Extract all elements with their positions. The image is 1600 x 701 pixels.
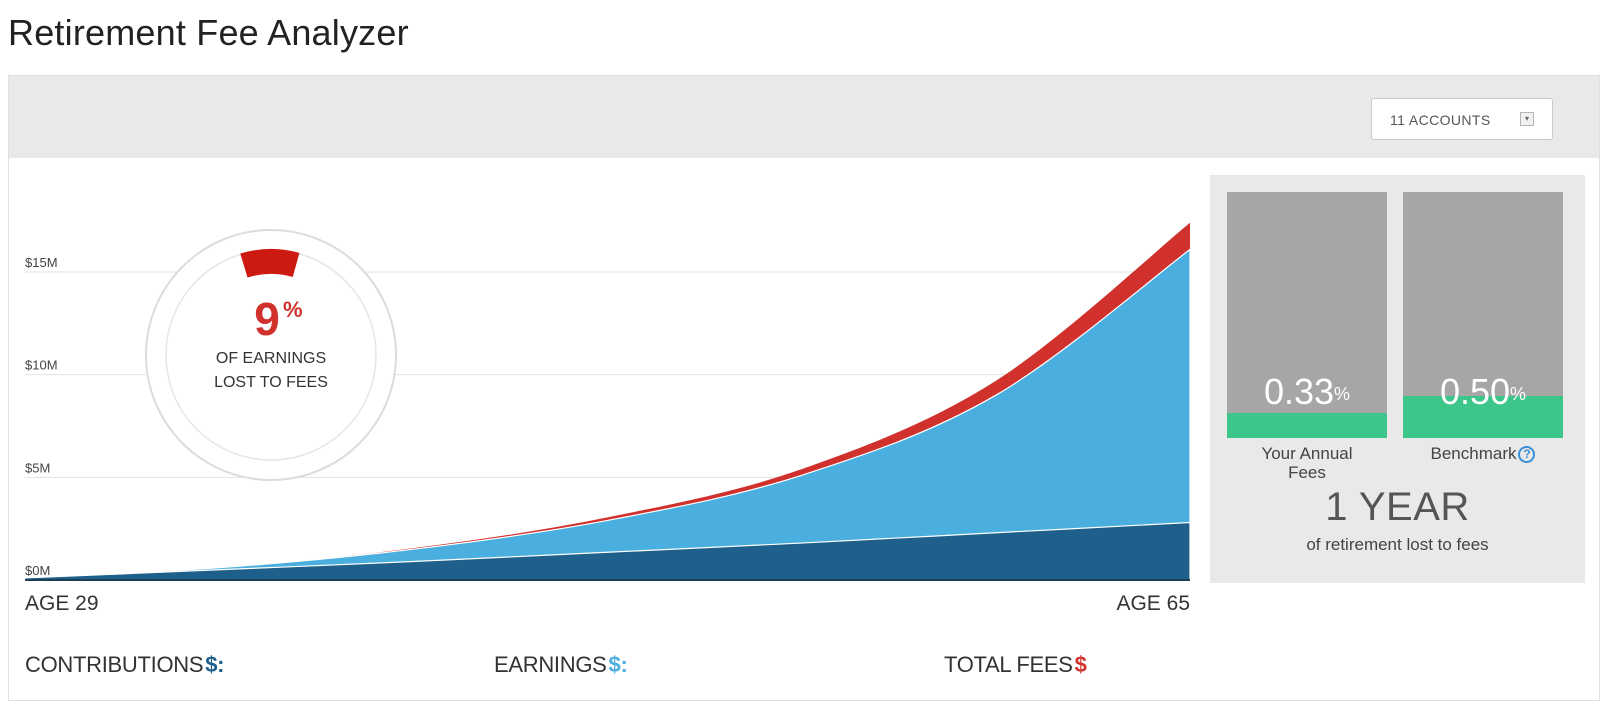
contributions-area xyxy=(24,521,1191,581)
legend-earnings-label: EARNINGS xyxy=(494,652,607,677)
donut-percent-sign: % xyxy=(283,297,303,322)
x-end-label: AGE 65 xyxy=(1116,592,1190,615)
legend-total-fees-sign: $ xyxy=(1074,652,1087,677)
years-lost-caption: of retirement lost to fees xyxy=(1306,535,1489,554)
benchmark-fees-bar: 0.50% xyxy=(1403,192,1563,438)
legend-total-fees: TOTAL FEES$ xyxy=(944,652,1087,678)
your-fees-label-line2: Fees xyxy=(1288,463,1326,482)
fee-stats-panel: 0.33% 0.50% Your Annual Fees Benchmark? … xyxy=(1210,175,1585,583)
benchmark-fees-value: 0.50% xyxy=(1403,372,1563,412)
y-tick-label: $15M xyxy=(25,255,58,270)
donut-fee-segment xyxy=(240,249,300,278)
legend-contributions-sign: $: xyxy=(205,652,225,677)
legend-total-fees-label: TOTAL FEES xyxy=(944,652,1073,677)
your-annual-fees-value: 0.33% xyxy=(1227,372,1387,412)
your-annual-fees-fill xyxy=(1227,413,1387,438)
benchmark-label: Benchmark? xyxy=(1403,444,1563,464)
help-icon[interactable]: ? xyxy=(1518,446,1536,464)
your-annual-fees-bar: 0.33% xyxy=(1227,192,1387,438)
y-tick-label: $5M xyxy=(25,460,50,475)
y-tick-label: $10M xyxy=(25,358,58,373)
years-lost-value: 1 YEAR xyxy=(1325,485,1470,529)
accounts-dropdown-label: 11 ACCOUNTS xyxy=(1390,112,1491,128)
benchmark-fee-number: 0.50 xyxy=(1439,371,1511,412)
your-fee-percent-sign: % xyxy=(1334,384,1351,404)
donut-caption-line1: OF EARNINGS xyxy=(216,350,326,367)
legend-earnings-sign: $: xyxy=(608,652,628,677)
panel-header: 11 ACCOUNTS ▾ xyxy=(9,76,1599,158)
your-annual-fees-label: Your Annual Fees xyxy=(1227,444,1387,482)
benchmark-percent-sign: % xyxy=(1510,384,1527,404)
chevron-down-icon[interactable]: ▾ xyxy=(1520,112,1534,126)
legend-earnings: EARNINGS$: xyxy=(494,652,628,678)
donut-background xyxy=(145,229,397,481)
donut-percent: 9 xyxy=(254,293,280,345)
earnings-area xyxy=(24,248,1191,581)
accounts-dropdown[interactable]: 11 ACCOUNTS ▾ xyxy=(1371,98,1553,140)
donut-caption-line2: LOST TO FEES xyxy=(214,374,328,391)
legend-contributions-label: CONTRIBUTIONS xyxy=(25,652,204,677)
benchmark-label-text: Benchmark xyxy=(1430,444,1517,463)
y-tick-label: $0M xyxy=(25,563,50,578)
your-fee-number: 0.33 xyxy=(1263,371,1335,412)
your-fees-label-line1: Your Annual xyxy=(1261,444,1353,463)
x-start-label: AGE 29 xyxy=(25,592,99,615)
page-title: Retirement Fee Analyzer xyxy=(8,12,409,53)
benchmark-fees-fill xyxy=(1403,396,1563,438)
legend-contributions: CONTRIBUTIONS$: xyxy=(25,652,224,678)
